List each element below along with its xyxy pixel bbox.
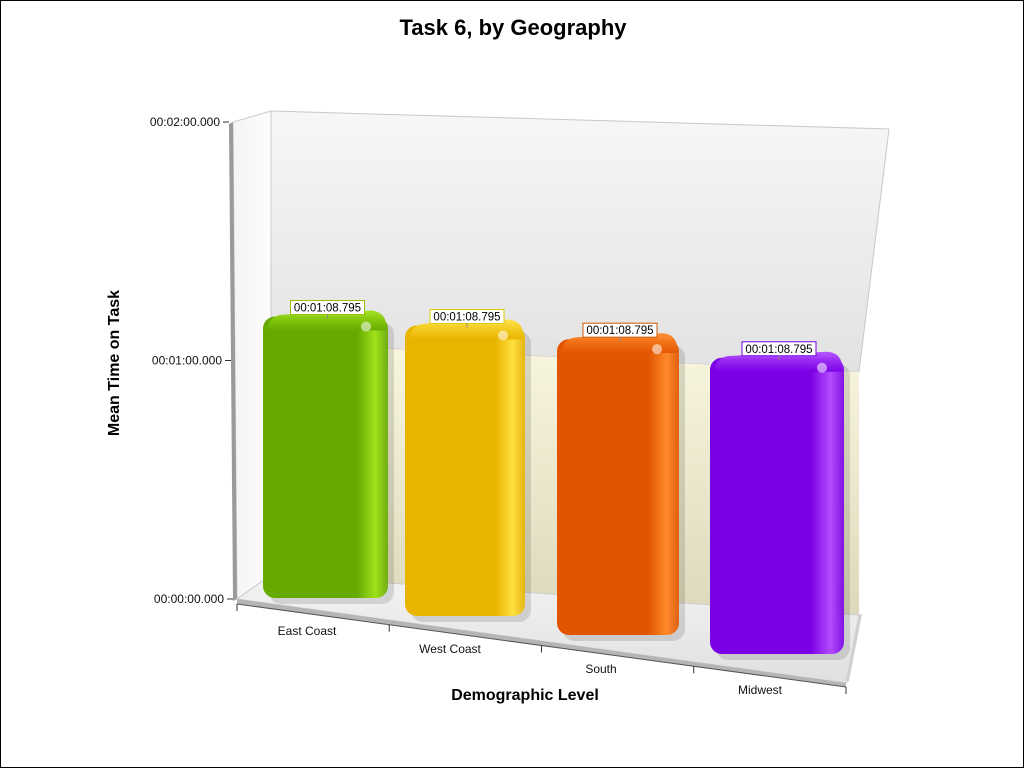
chart-title: Task 6, by Geography bbox=[399, 15, 627, 40]
x-tick-label: South bbox=[585, 662, 616, 676]
x-axis-title: Demographic Level bbox=[451, 687, 599, 704]
bar-midwest bbox=[710, 357, 844, 654]
bar-highlight bbox=[498, 330, 508, 341]
floor-right-edge bbox=[846, 614, 862, 683]
bar-highlight bbox=[361, 321, 371, 332]
y-tick-label: 00:01:00.000 bbox=[152, 354, 222, 368]
y-axis-title: Mean Time on Task bbox=[106, 290, 123, 436]
x-tick-label: Midwest bbox=[738, 683, 783, 697]
bar-south bbox=[557, 339, 679, 635]
data-label: 00:01:08.795 bbox=[433, 312, 500, 324]
x-tick-label: West Coast bbox=[419, 642, 481, 656]
bar-west-coast bbox=[405, 325, 525, 616]
bar-highlight bbox=[817, 362, 827, 373]
y-tick-label: 00:02:00.000 bbox=[150, 115, 220, 129]
side-wall-edge bbox=[229, 122, 237, 601]
bar-top bbox=[714, 351, 843, 372]
y-tick-label: 00:00:00.000 bbox=[154, 592, 224, 606]
bar-top bbox=[561, 333, 678, 354]
floor-edge bbox=[237, 599, 846, 687]
bar-top bbox=[409, 319, 524, 340]
data-label: 00:01:08.795 bbox=[745, 344, 812, 356]
data-label: 00:01:08.795 bbox=[586, 325, 653, 337]
chart-bars bbox=[263, 310, 850, 660]
x-tick-label: East Coast bbox=[278, 624, 337, 638]
chart-axes: 00:00:00.000 00:01:00.000 00:02:00.000 bbox=[150, 115, 847, 694]
bar-east-coast bbox=[263, 316, 388, 598]
chart-labels: 00:01:08.795 East Coast 00:01:08.795 West C… bbox=[278, 300, 817, 697]
bar-highlight bbox=[652, 344, 662, 355]
bar-top bbox=[267, 310, 387, 331]
data-label: 00:01:08.795 bbox=[294, 303, 361, 315]
